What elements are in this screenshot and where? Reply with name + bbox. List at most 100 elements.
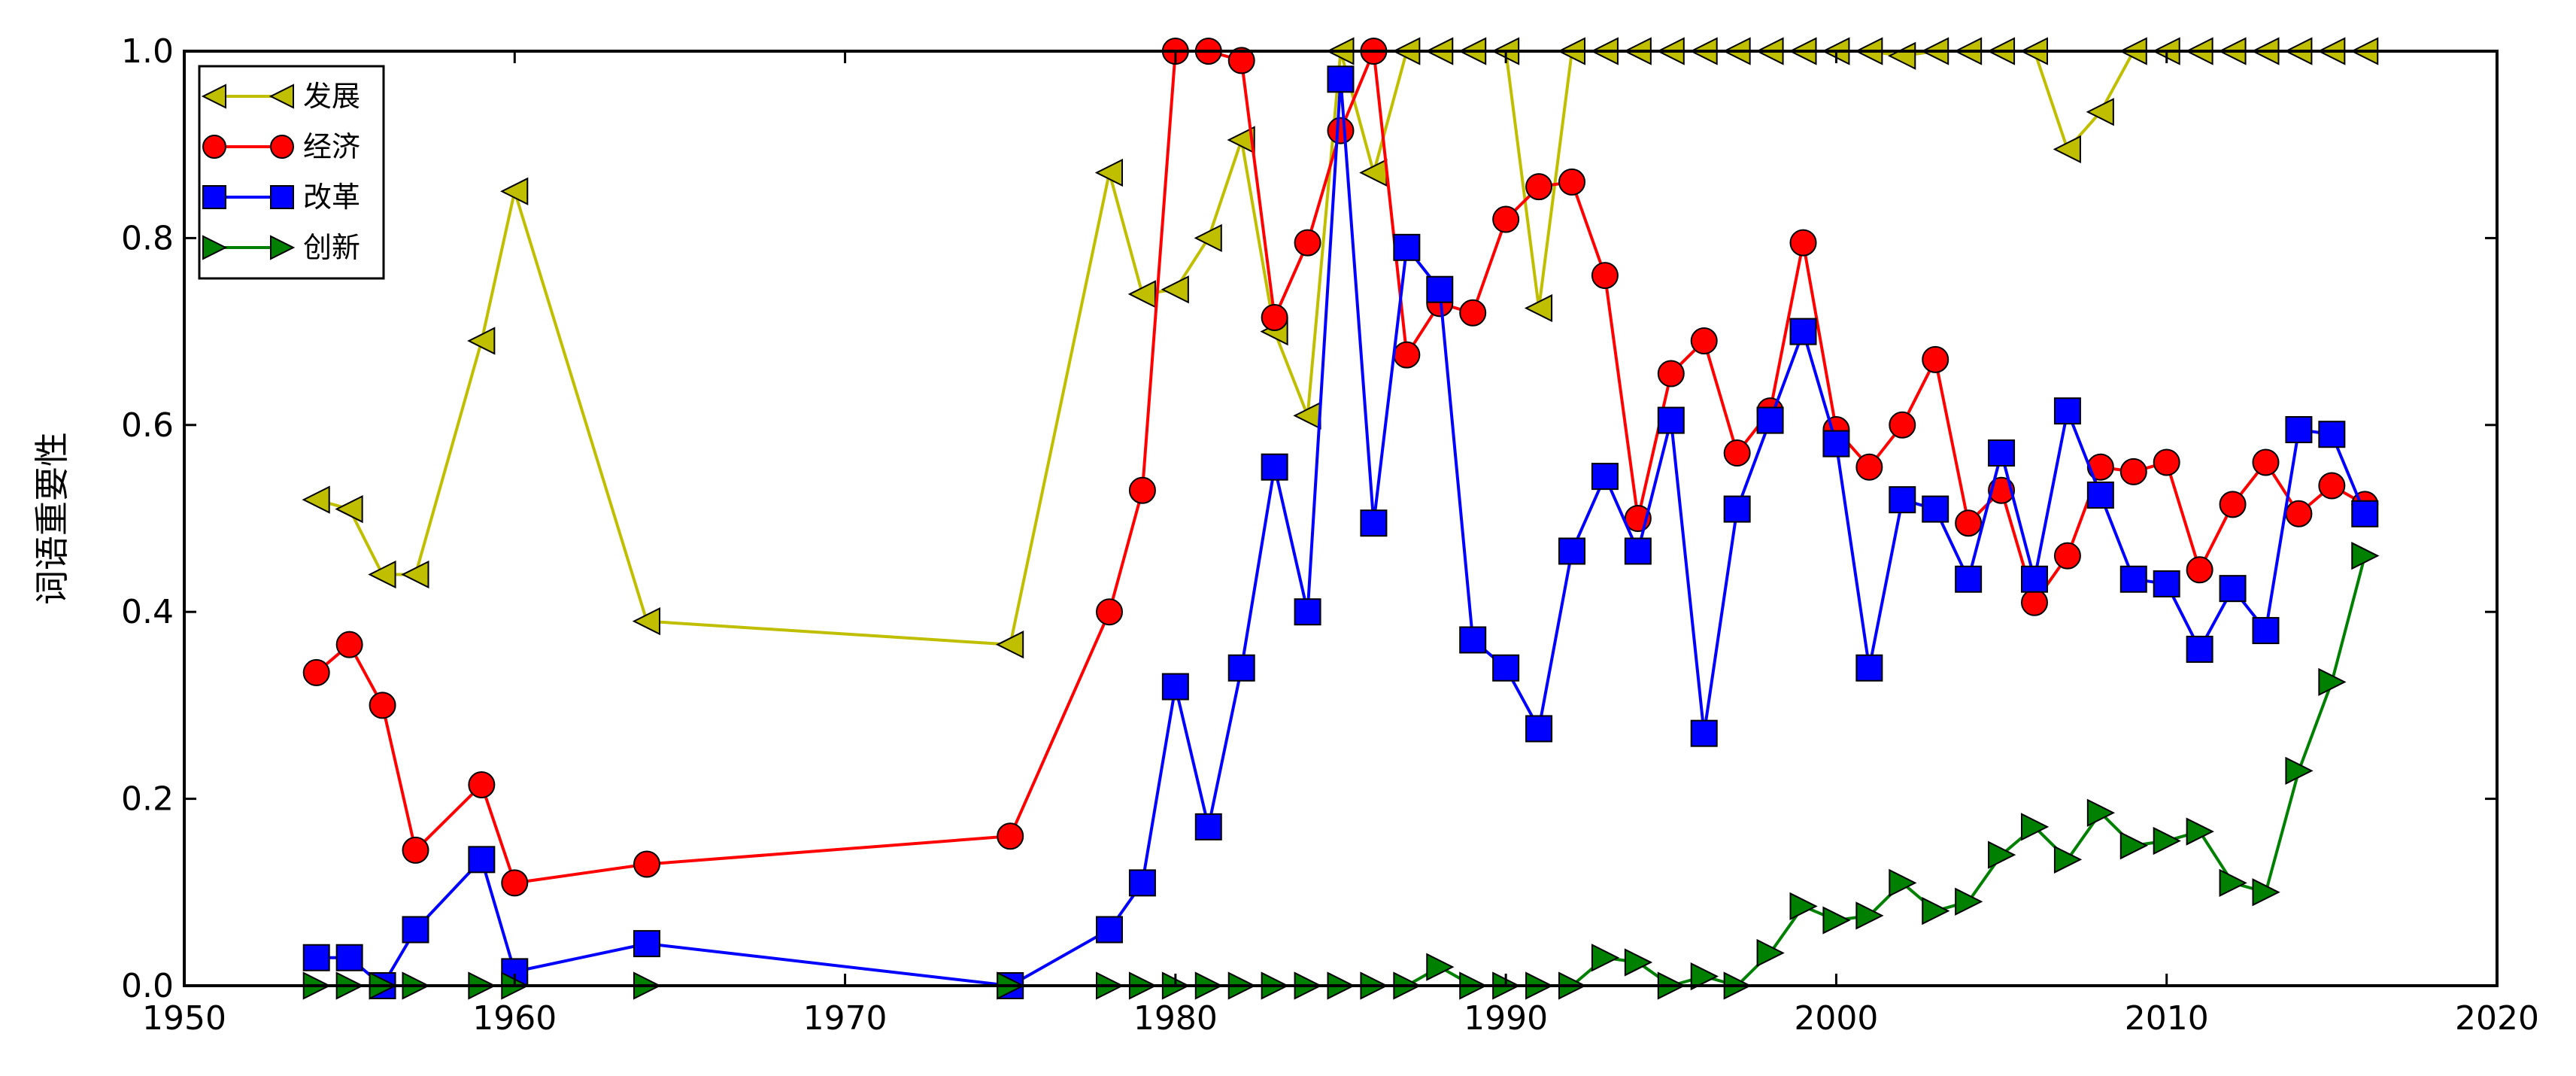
legend-label-2: 改革 — [303, 181, 360, 214]
point-2-3 — [402, 916, 429, 944]
point-3-38 — [2086, 798, 2116, 827]
legend-marker-a-2 — [202, 185, 226, 209]
point-1-12 — [1227, 47, 1255, 74]
point-1-8 — [1096, 598, 1123, 626]
point-3-18 — [1426, 953, 1455, 981]
point-1-6 — [633, 850, 660, 878]
point-2-24 — [1624, 537, 1652, 565]
legend-marker-a-3 — [202, 235, 228, 260]
y-axis-label: 词语重要性 — [32, 432, 72, 605]
point-0-32 — [1888, 41, 1916, 70]
point-2-34 — [1955, 565, 1983, 593]
point-3-35 — [1988, 840, 2016, 869]
point-1-9 — [1128, 476, 1156, 504]
x-tick-label-7: 2020 — [2455, 999, 2539, 1038]
point-2-23 — [1591, 463, 1619, 491]
point-1-41 — [2186, 556, 2213, 584]
point-2-9 — [1128, 869, 1156, 897]
point-1-0 — [302, 658, 330, 686]
point-2-16 — [1360, 509, 1388, 537]
point-2-41 — [2186, 635, 2213, 663]
point-0-5 — [500, 177, 529, 205]
point-1-1 — [335, 631, 363, 658]
point-2-43 — [2252, 617, 2280, 645]
point-3-39 — [2119, 831, 2149, 860]
point-3-43 — [2252, 878, 2280, 907]
point-3-34 — [1955, 887, 1983, 916]
point-3-30 — [1822, 906, 1851, 935]
point-0-8 — [1094, 158, 1123, 187]
point-1-3 — [402, 836, 429, 864]
y-tick-label-4: 0.8 — [121, 219, 174, 257]
point-2-31 — [1855, 654, 1883, 682]
point-1-44 — [2285, 500, 2313, 527]
point-3-40 — [2153, 826, 2181, 856]
point-1-20 — [1492, 205, 1520, 233]
point-3-31 — [1855, 901, 1884, 930]
point-3-23 — [1591, 944, 1620, 972]
point-2-22 — [1558, 537, 1585, 565]
legend-label-1: 经济 — [303, 130, 360, 163]
point-1-2 — [369, 691, 396, 719]
x-tick-label-3: 1980 — [1133, 999, 1218, 1038]
x-tick-label-0: 1950 — [142, 999, 226, 1038]
point-2-18 — [1426, 275, 1454, 303]
legend-label-0: 发展 — [303, 80, 360, 113]
point-1-34 — [1955, 509, 1983, 537]
x-tick-label-1: 1960 — [472, 999, 557, 1038]
x-tick-label-2: 1970 — [803, 999, 887, 1038]
point-3-33 — [1922, 897, 1950, 926]
point-1-21 — [1525, 173, 1553, 201]
point-0-7 — [995, 631, 1024, 659]
point-2-42 — [2219, 575, 2247, 603]
legend-marker-b-3 — [270, 235, 296, 260]
point-2-39 — [2119, 565, 2147, 593]
tick-layer: 1950 1960 1970 1980 1990 2000 2010 2020 0.0 0.2 0.… — [121, 32, 2539, 1038]
point-2-17 — [1393, 233, 1421, 261]
point-3-29 — [1789, 892, 1818, 921]
point-3-36 — [2021, 813, 2050, 841]
point-2-11 — [1194, 813, 1222, 840]
point-2-45 — [2318, 421, 2346, 448]
point-1-40 — [2153, 448, 2180, 476]
point-0-37 — [2053, 135, 2081, 164]
point-1-29 — [1789, 229, 1817, 257]
point-0-6 — [632, 607, 660, 636]
y-tick-label-0: 0.0 — [121, 967, 174, 1005]
point-2-1 — [335, 944, 363, 971]
point-2-46 — [2351, 500, 2379, 527]
point-1-4 — [468, 771, 496, 798]
y-tick-label-1: 0.2 — [121, 780, 174, 819]
point-0-16 — [1359, 158, 1388, 187]
point-1-36 — [2021, 588, 2048, 616]
series-2 — [302, 65, 2379, 999]
point-1-37 — [2053, 542, 2081, 570]
point-2-40 — [2153, 570, 2180, 597]
point-3-41 — [2186, 817, 2214, 846]
point-0-1 — [335, 494, 363, 524]
point-2-15 — [1327, 65, 1355, 93]
series-line-3 — [316, 555, 2367, 988]
legend-marker-a-0 — [201, 84, 226, 109]
point-2-35 — [1988, 439, 2016, 467]
series-3 — [302, 542, 2380, 1000]
point-0-3 — [401, 560, 429, 589]
point-2-37 — [2053, 397, 2081, 425]
point-2-32 — [1889, 486, 1916, 514]
point-1-33 — [1922, 345, 1949, 373]
point-1-7 — [997, 822, 1024, 850]
x-tick-label-4: 1990 — [1464, 999, 1548, 1038]
point-2-27 — [1723, 495, 1751, 523]
point-3-44 — [2285, 756, 2314, 785]
point-3-46 — [2351, 542, 2380, 570]
point-1-32 — [1889, 411, 1916, 439]
point-1-23 — [1591, 262, 1619, 290]
point-0-21 — [1524, 293, 1553, 323]
plot-frame — [183, 50, 2499, 987]
legend-marker-b-0 — [269, 84, 294, 109]
point-3-32 — [1889, 868, 1917, 897]
point-1-15 — [1327, 117, 1355, 144]
point-2-25 — [1657, 406, 1685, 434]
